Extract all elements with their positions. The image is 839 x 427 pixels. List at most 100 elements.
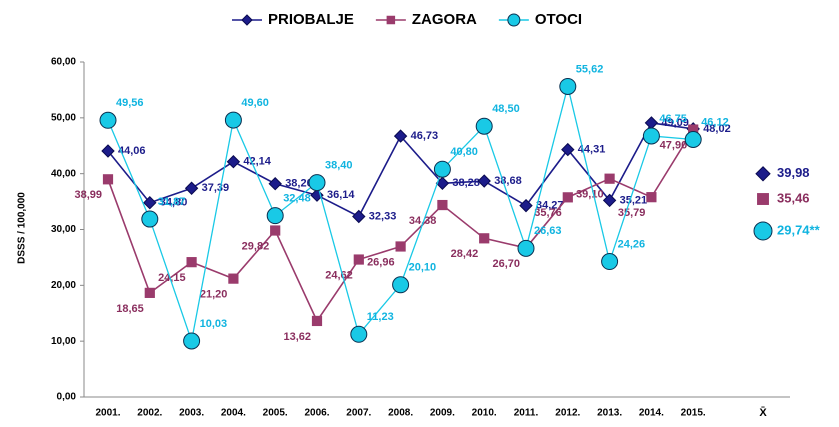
- marker: [224, 111, 242, 129]
- x-tick-label: 2005.: [263, 408, 288, 419]
- data-label: 44,06: [118, 145, 146, 157]
- series: 44,06 34,80 37,39 42,14 38,20 36,14 32,33 46,73…: [101, 116, 731, 224]
- marker: [753, 221, 773, 241]
- legend-label: OTOCI: [535, 11, 582, 28]
- data-label: 34,38: [409, 215, 437, 227]
- marker: [268, 177, 282, 191]
- data-label: 31,87: [158, 196, 186, 208]
- data-label: 32,48: [283, 193, 311, 205]
- marker: [507, 13, 521, 27]
- y-tick-label: 50,00: [51, 112, 76, 123]
- mean-label: 29,74**: [777, 222, 821, 237]
- marker: [433, 160, 451, 178]
- data-label: 21,20: [200, 289, 228, 301]
- marker: [241, 14, 253, 26]
- marker: [395, 241, 406, 252]
- legend-label: ZAGORA: [412, 11, 477, 28]
- data-label: 44,31: [578, 144, 606, 156]
- x-tick-label: 2001.: [95, 408, 120, 419]
- marker: [353, 254, 364, 265]
- marker: [186, 257, 197, 268]
- data-label: 24,15: [158, 272, 186, 284]
- marker: [228, 273, 239, 284]
- x-tick-label: 2014.: [639, 408, 664, 419]
- data-label: 26,96: [367, 256, 395, 268]
- data-label: 38,28: [452, 177, 480, 189]
- data-label: 24,26: [618, 238, 646, 250]
- data-label: 26,63: [534, 225, 562, 237]
- data-label: 20,10: [409, 262, 437, 274]
- x-tick-label: 2002.: [137, 408, 162, 419]
- data-label: 28,42: [451, 248, 479, 260]
- data-label: 49,09: [661, 117, 689, 129]
- data-label: 35,76: [534, 207, 562, 219]
- data-label: 34,27: [536, 200, 564, 212]
- marker: [144, 287, 155, 298]
- series: 38,99 18,65 24,15 21,20 29,82 13,62 24,62 26,96…: [74, 124, 699, 343]
- x-tick-label: 2013.: [597, 408, 622, 419]
- marker: [562, 192, 573, 203]
- legend-label: PRIOBALJE: [268, 11, 354, 28]
- y-tick-label: 30,00: [51, 224, 76, 235]
- data-label: 35,79: [618, 207, 646, 219]
- x-tick-label: X̄: [759, 407, 767, 419]
- marker: [393, 129, 408, 143]
- x-tick-label: 2007.: [346, 408, 371, 419]
- data-label: 34,80: [160, 197, 188, 209]
- marker: [755, 166, 771, 182]
- marker: [143, 195, 157, 210]
- marker: [604, 173, 615, 184]
- data-label: 47,90: [660, 139, 688, 151]
- marker: [101, 144, 115, 158]
- marker: [642, 127, 660, 145]
- x-tick-label: 2011.: [514, 408, 539, 419]
- x-tick-label: 2008.: [388, 408, 413, 419]
- marker: [226, 155, 241, 169]
- data-label: 38,68: [494, 175, 522, 187]
- marker: [688, 124, 699, 135]
- data-label: 37,39: [202, 182, 230, 194]
- marker: [477, 174, 491, 188]
- marker: [475, 117, 493, 135]
- data-label: 46,73: [411, 130, 439, 142]
- data-label: 24,62: [325, 269, 353, 281]
- marker: [757, 193, 769, 205]
- data-label: 46,75: [659, 113, 687, 125]
- data-label: 40,80: [450, 146, 478, 158]
- data-label: 26,70: [492, 258, 520, 270]
- marker: [102, 174, 114, 185]
- marker: [646, 192, 657, 203]
- data-label: 42,14: [243, 156, 271, 168]
- marker: [184, 181, 199, 195]
- data-label: 38,99: [74, 189, 102, 201]
- data-label: 36,14: [327, 189, 355, 201]
- data-label: 39,10: [576, 189, 604, 201]
- marker: [352, 209, 366, 224]
- marker: [350, 325, 368, 343]
- marker: [559, 77, 577, 95]
- mean-label: 39,98: [777, 165, 810, 180]
- y-tick-label: 20,00: [51, 280, 76, 291]
- x-tick-label: 2012.: [555, 408, 580, 419]
- y-tick-label: 60,00: [51, 57, 76, 68]
- data-label: 46,12: [701, 116, 729, 128]
- data-label: 18,65: [116, 303, 144, 315]
- marker: [644, 116, 659, 130]
- marker: [602, 193, 617, 208]
- marker: [386, 15, 396, 25]
- data-label: 55,62: [576, 63, 604, 75]
- marker: [479, 233, 490, 244]
- x-tick-label: 2010.: [472, 408, 497, 419]
- x-tick-label: 2006.: [304, 408, 329, 419]
- marker: [684, 130, 702, 148]
- data-label: 11,23: [367, 311, 394, 323]
- mean-label: 35,46: [777, 190, 810, 205]
- marker: [311, 315, 323, 327]
- marker: [270, 225, 281, 236]
- marker: [517, 239, 535, 257]
- data-label: 48,02: [703, 123, 731, 135]
- y-tick-label: 10,00: [51, 336, 76, 347]
- data-label: 13,62: [283, 331, 311, 343]
- data-label: 10,03: [200, 318, 228, 330]
- marker: [99, 111, 117, 129]
